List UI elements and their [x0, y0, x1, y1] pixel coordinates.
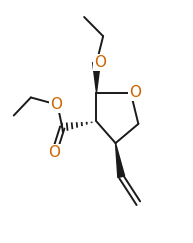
- Polygon shape: [93, 63, 100, 93]
- Polygon shape: [116, 143, 124, 178]
- Text: O: O: [94, 55, 106, 70]
- Text: O: O: [48, 145, 60, 160]
- Text: O: O: [129, 85, 141, 100]
- Text: O: O: [50, 97, 62, 112]
